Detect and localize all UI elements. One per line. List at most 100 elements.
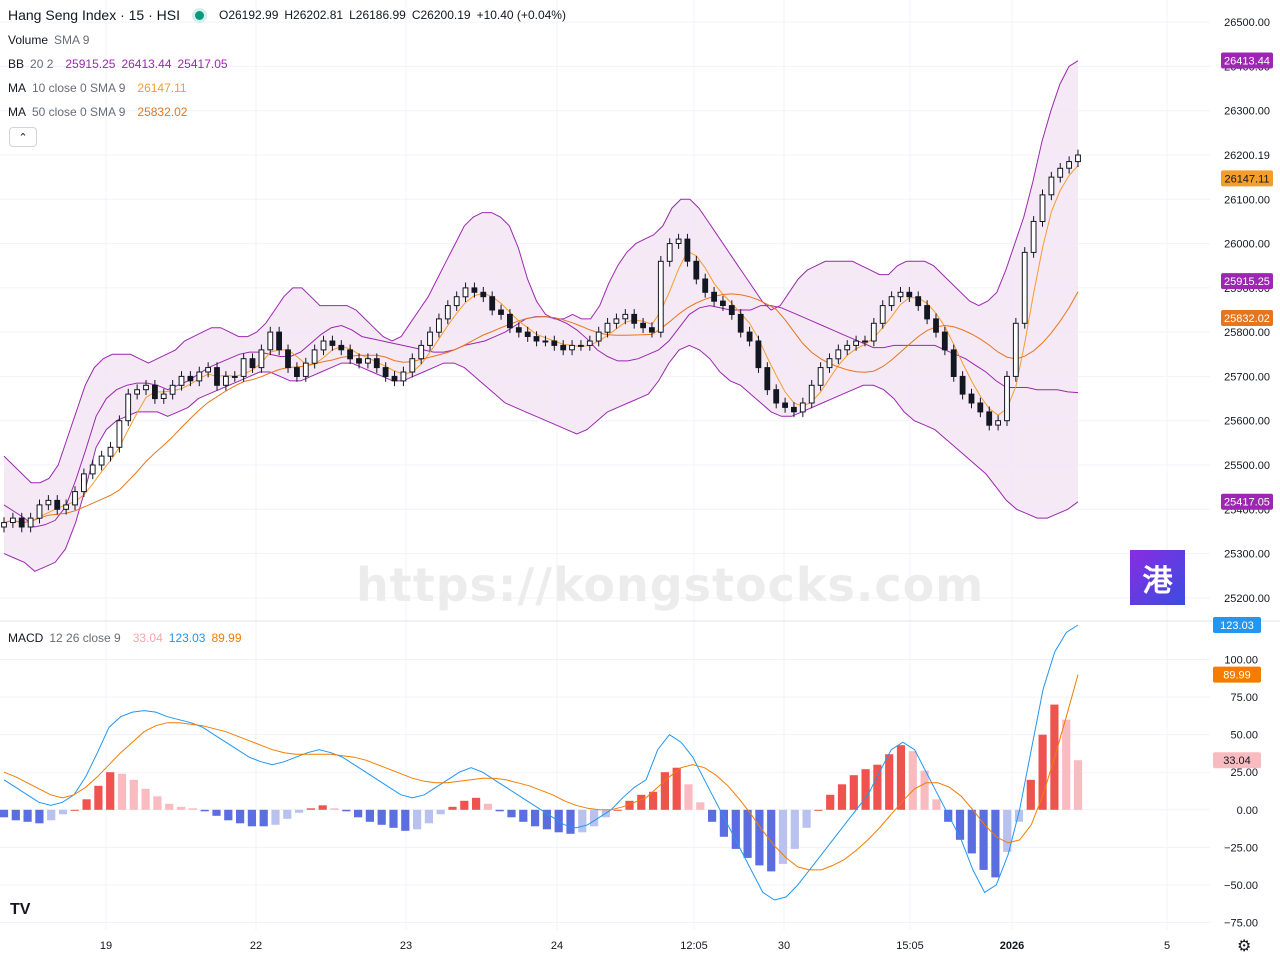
macd-hist-bar <box>542 809 551 830</box>
volume-name: Volume <box>8 33 49 47</box>
time-axis-label: 23 <box>400 940 412 952</box>
macd-hist-bar <box>0 809 9 818</box>
macd-hist-bar <box>861 769 870 810</box>
bb-lower-value: 25417.05 <box>177 57 228 71</box>
macd-hist-bar <box>11 809 20 821</box>
macd-hist-bar <box>920 770 929 810</box>
candle-body <box>507 313 513 329</box>
change-value: +10.40 (+0.04%) <box>476 8 566 22</box>
candle-body <box>720 300 726 307</box>
ma10-legend[interactable]: MA 10 close 0 SMA 9 26147.11 <box>8 81 187 95</box>
macd-hist-bar <box>153 796 162 810</box>
symbol-legend[interactable]: Hang Seng Index · 15 · HSI O26192.99 H26… <box>8 7 566 23</box>
candle-body <box>320 340 327 351</box>
macd-tag-label: 89.99 <box>1223 670 1251 682</box>
candle-body <box>924 305 931 320</box>
chevron-up-icon: ⌃ <box>18 131 28 144</box>
macd-axis-label: 0.00 <box>1237 805 1258 817</box>
macd-hist-bar <box>460 800 469 810</box>
price-axis-label: 26100.00 <box>1224 194 1270 206</box>
candle-body <box>657 260 664 333</box>
macd-hist-bar <box>117 773 127 810</box>
macd-hist-bar <box>885 754 894 810</box>
candle-body <box>223 375 229 386</box>
macd-hist-bar <box>590 809 599 827</box>
candle-body <box>941 331 948 351</box>
macd-hist-bar <box>424 809 433 824</box>
macd-axis-label: 50.00 <box>1230 730 1258 742</box>
macd-hist-bar <box>1003 809 1012 852</box>
macd-hist-bar <box>377 809 386 825</box>
price-axis-label: 26000.00 <box>1224 239 1270 251</box>
macd-hist-bar <box>483 803 492 810</box>
macd-hist-bar <box>1014 809 1024 822</box>
tradingview-logo[interactable]: TV <box>10 901 31 918</box>
candle-body <box>72 491 78 506</box>
low-value: L26186.99 <box>349 8 406 22</box>
ma50-name: MA <box>8 105 26 119</box>
price-tag-bg <box>1221 52 1273 69</box>
price-tag: 25832.02 <box>1221 310 1273 326</box>
price-tag: 26147.11 <box>1221 170 1273 187</box>
price-axis-label: 25300.00 <box>1224 549 1270 561</box>
brand-logo: 港 <box>1130 550 1185 605</box>
candle-body <box>249 358 256 369</box>
macd-hist-bar <box>271 809 280 825</box>
macd-hist-bar <box>944 809 953 822</box>
candle-body <box>36 504 43 519</box>
macd-hist-bar <box>58 809 68 815</box>
candle-body <box>675 238 682 245</box>
volume-params: SMA 9 <box>54 33 90 47</box>
candle-body <box>1012 322 1019 377</box>
macd-hist-bar <box>672 767 681 810</box>
macd-hist-bar <box>507 809 516 818</box>
macd-hist-bar <box>165 803 174 810</box>
macd-hist-bar <box>47 809 56 821</box>
price-tag-bg <box>1221 493 1273 510</box>
bb-legend[interactable]: BB 20 2 25915.25 26413.44 25417.05 <box>8 57 228 71</box>
macd-line-value: 123.03 <box>168 631 206 645</box>
bb-upper-value: 26413.44 <box>121 57 172 71</box>
bb-params: 20 2 <box>30 57 54 71</box>
macd-tag: 33.04 <box>1213 752 1261 769</box>
bb-upper-line <box>3 60 1079 484</box>
macd-hist-bar <box>23 809 32 822</box>
candle-body <box>1057 167 1064 178</box>
gear-icon[interactable]: ⚙ <box>1237 938 1252 955</box>
macd-hist-bar <box>176 806 186 810</box>
open-value: O26192.99 <box>219 8 279 22</box>
candle-body <box>45 499 52 506</box>
macd-hist-bar <box>106 772 115 810</box>
close-value: C26200.19 <box>411 8 471 22</box>
ma50-params: 50 close 0 SMA 9 <box>32 105 126 119</box>
ma50-legend[interactable]: MA 50 close 0 SMA 9 25832.02 <box>8 105 187 119</box>
market-status-icon <box>192 7 207 23</box>
candle-body <box>551 340 558 346</box>
candle-body <box>817 367 824 386</box>
price-tag-bg <box>1221 170 1273 187</box>
candle-body <box>196 371 203 382</box>
volume-legend[interactable]: Volume SMA 9 <box>8 33 89 47</box>
collapse-legend-button[interactable]: ⌃ <box>9 127 37 147</box>
macd-hist-bar <box>295 809 304 813</box>
macd-hist-bar <box>802 809 811 828</box>
macd-tag: 123.03 <box>1213 617 1261 633</box>
price-axis-label: 25800.00 <box>1224 327 1270 339</box>
macd-legend[interactable]: MACD 12 26 close 9 33.04 123.03 89.99 <box>8 631 242 645</box>
time-axis-label: 12:05 <box>680 940 708 952</box>
macd-hist-bar <box>979 809 988 870</box>
macd-hist-bar <box>719 809 728 837</box>
candle-body <box>791 406 797 413</box>
macd-hist-bar <box>967 809 976 854</box>
candle-body <box>427 331 433 346</box>
macd-axis-label: −75.00 <box>1224 918 1258 930</box>
candle-body <box>27 517 34 528</box>
macd-hist-bar <box>448 806 457 810</box>
candle-body <box>365 358 371 364</box>
macd-hist-bar <box>236 809 245 824</box>
macd-axis: 100.00 75.00 50.00 25.00 0.00 −25.00 −50.00 −75… <box>1224 655 1258 930</box>
candle-body <box>231 375 238 378</box>
candle-body <box>649 327 655 333</box>
symbol-title[interactable]: Hang Seng Index · 15 · HSI <box>8 7 180 23</box>
